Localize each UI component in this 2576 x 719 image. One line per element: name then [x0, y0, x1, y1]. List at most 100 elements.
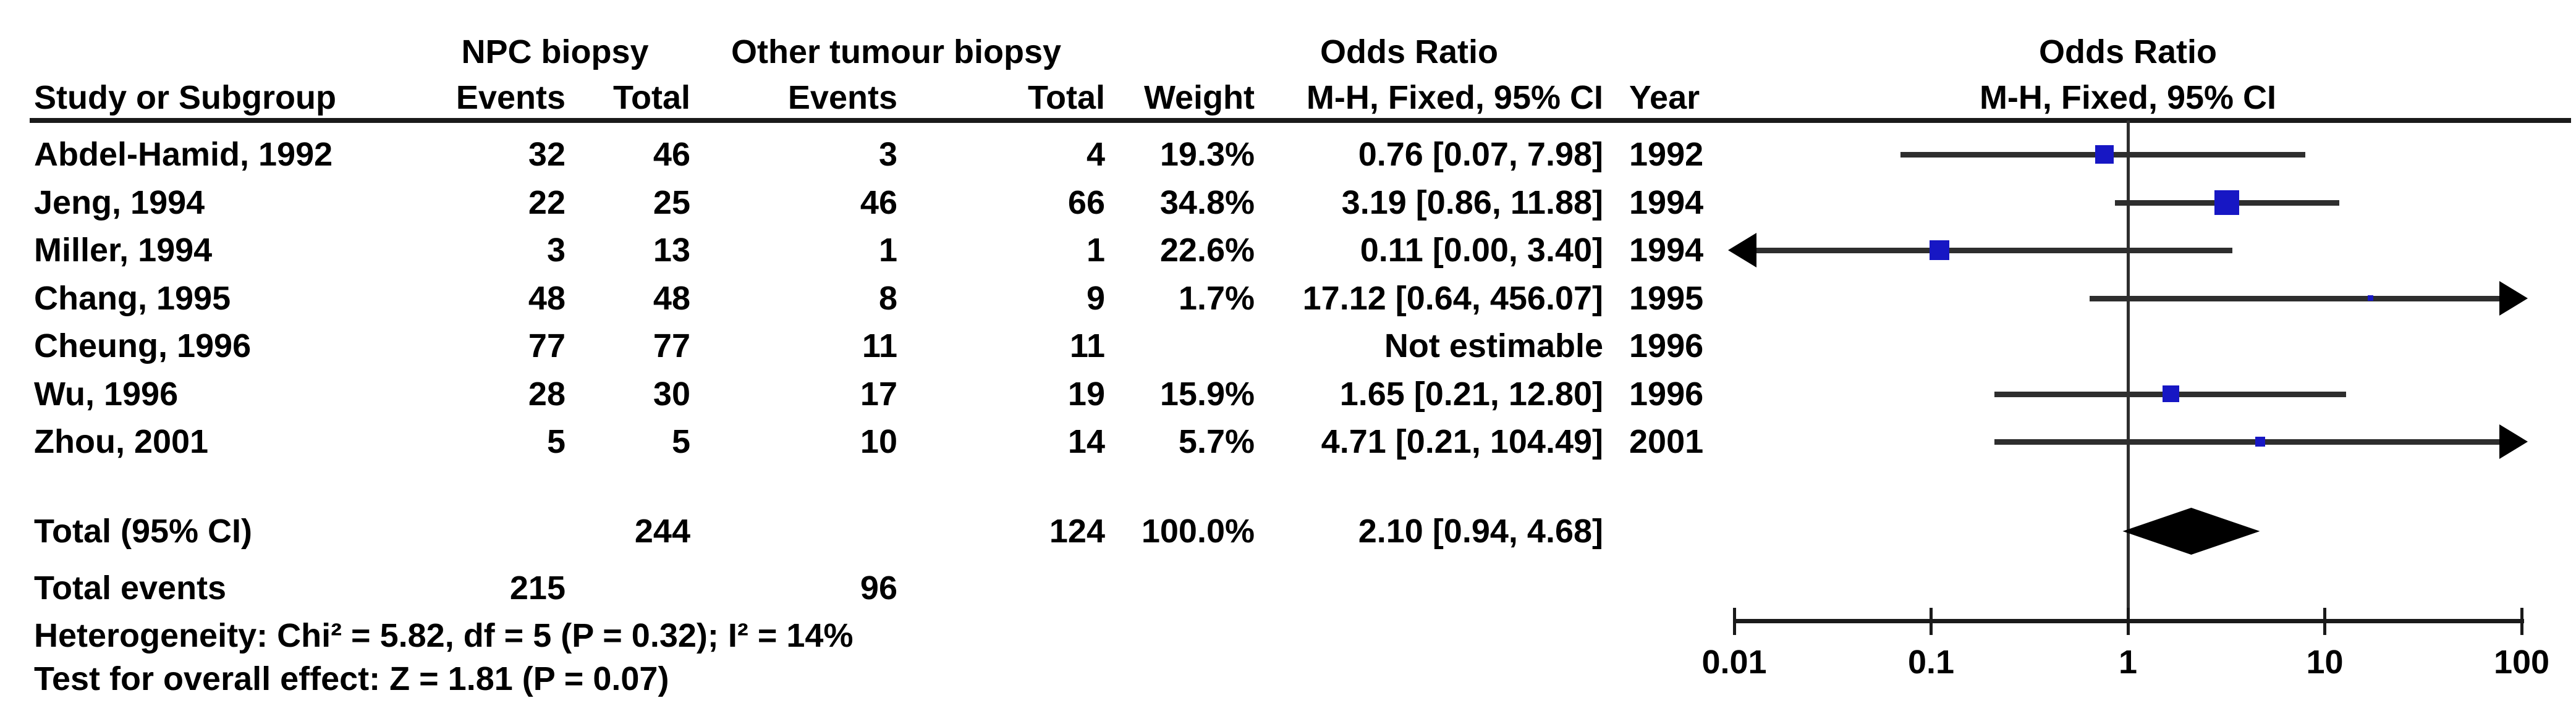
axis-tick-label: 0.1	[1907, 644, 1955, 681]
or-marker	[1929, 240, 1949, 260]
cell-weight: 34.8%	[1159, 183, 1255, 221]
cell-year: 1996	[1629, 375, 1704, 413]
axis-tick	[1732, 608, 1736, 635]
pooled-total-label: Total (95% CI)	[34, 513, 253, 550]
cell-year: 1995	[1629, 279, 1704, 317]
cell-npc-total: 46	[653, 136, 690, 173]
cell-ci-text: 0.76 [0.07, 7.98]	[1358, 136, 1603, 173]
cell-other-events: 11	[862, 327, 897, 364]
or-marker	[2162, 385, 2179, 402]
cell-weight: 15.9%	[1159, 375, 1255, 413]
study-column-header: Study or Subgroup	[34, 79, 336, 116]
axis-tick-label: 0.01	[1701, 644, 1767, 681]
cell-npc-events: 5	[546, 423, 566, 460]
cell-weight: 19.3%	[1159, 136, 1255, 173]
cell-npc-events: 32	[528, 136, 566, 173]
cell-other-total: 14	[1067, 423, 1105, 460]
cell-study: Abdel-Hamid, 1992	[34, 136, 333, 173]
cell-npc-total: 13	[653, 232, 690, 269]
axis-tick-label: 10	[2306, 644, 2344, 681]
pooled-diamond	[2122, 508, 2260, 555]
cell-npc-events: 48	[528, 279, 566, 317]
axis-tick	[2126, 608, 2130, 635]
cell-other-total: 19	[1067, 375, 1105, 413]
cell-other-total: 9	[1086, 279, 1105, 317]
ci-line	[1994, 439, 2499, 445]
cell-year: 1994	[1629, 183, 1704, 221]
cell-weight: 22.6%	[1159, 232, 1255, 269]
or-method-subheader-right: M-H, Fixed, 95% CI	[1979, 79, 2277, 116]
null-effect-line	[2127, 120, 2130, 623]
cell-other-events: 3	[878, 136, 897, 173]
events-column-header-other: Events	[787, 79, 897, 116]
cell-year: 2001	[1629, 423, 1704, 460]
heterogeneity-note: Heterogeneity: Chi² = 5.82, df = 5 (P = …	[34, 617, 854, 654]
cell-other-total: 11	[1069, 327, 1105, 364]
arrowhead-right	[2499, 280, 2528, 316]
year-column-header: Year	[1629, 79, 1700, 116]
cell-other-events: 17	[860, 375, 897, 413]
other-biopsy-group-header: Other tumour biopsy	[731, 33, 1062, 70]
axis-tick-label: 100	[2493, 644, 2550, 681]
or-marker	[2214, 190, 2240, 215]
or-marker	[2095, 145, 2114, 164]
npc-biopsy-group-header: NPC biopsy	[461, 33, 649, 70]
arrowhead-left	[1728, 233, 1756, 267]
axis-tick	[1930, 608, 1933, 635]
or-marker	[2368, 295, 2374, 301]
cell-npc-total: 25	[653, 183, 690, 221]
cell-study: Jeng, 1994	[34, 183, 205, 221]
cell-npc-total: 30	[653, 375, 690, 413]
cell-year: 1996	[1629, 327, 1704, 364]
cell-ci-text: 3.19 [0.86, 11.88]	[1341, 183, 1603, 221]
or-method-subheader-left: M-H, Fixed, 95% CI	[1306, 79, 1603, 116]
cell-study: Zhou, 2001	[34, 423, 209, 460]
cell-npc-events: 28	[528, 375, 566, 413]
axis-tick	[2520, 608, 2523, 635]
pooled-npc-total: 244	[634, 513, 690, 550]
axis-tick	[2323, 608, 2326, 635]
cell-other-events: 46	[860, 183, 897, 221]
cell-year: 1992	[1629, 136, 1704, 173]
cell-ci-text: Not estimable	[1384, 327, 1603, 364]
odds-ratio-header-left: Odds Ratio	[1320, 33, 1499, 70]
total-events-other: 96	[860, 570, 897, 607]
cell-ci-text: 0.11 [0.00, 3.40]	[1360, 232, 1603, 269]
total-events-label: Total events	[34, 570, 227, 607]
overall-effect-note: Test for overall effect: Z = 1.81 (P = 0…	[34, 660, 669, 697]
cell-ci-text: 1.65 [0.21, 12.80]	[1339, 375, 1603, 413]
cell-npc-events: 3	[546, 232, 566, 269]
cell-other-total: 4	[1086, 136, 1105, 173]
cell-npc-events: 22	[528, 183, 566, 221]
pooled-weight: 100.0%	[1141, 513, 1255, 550]
cell-study: Miller, 1994	[34, 232, 213, 269]
cell-study: Wu, 1996	[34, 375, 179, 413]
pooled-ci-text: 2.10 [0.94, 4.68]	[1358, 513, 1603, 550]
cell-other-events: 8	[878, 279, 897, 317]
arrowhead-right	[2499, 424, 2528, 459]
header-rule	[30, 118, 2571, 123]
weight-column-header: Weight	[1144, 79, 1255, 116]
cell-npc-total: 5	[671, 423, 690, 460]
cell-other-events: 1	[878, 232, 897, 269]
cell-other-events: 10	[860, 423, 897, 460]
axis-tick-label: 1	[2118, 644, 2138, 681]
cell-ci-text: 4.71 [0.21, 104.49]	[1321, 423, 1603, 460]
total-events-npc: 215	[509, 570, 566, 607]
events-column-header-npc: Events	[455, 79, 566, 116]
cell-weight: 1.7%	[1178, 279, 1255, 317]
total-column-header-other: Total	[1028, 79, 1105, 116]
cell-year: 1994	[1629, 232, 1704, 269]
odds-ratio-header-right: Odds Ratio	[2038, 33, 2218, 70]
cell-npc-total: 48	[653, 279, 690, 317]
cell-weight: 5.7%	[1178, 423, 1255, 460]
cell-study: Chang, 1995	[34, 279, 231, 317]
ci-line	[1756, 248, 2233, 253]
cell-npc-total: 77	[653, 327, 690, 364]
cell-study: Cheung, 1996	[34, 327, 252, 364]
cell-other-total: 1	[1086, 232, 1105, 269]
cell-other-total: 66	[1067, 183, 1105, 221]
ci-line	[2090, 295, 2499, 301]
cell-npc-events: 77	[528, 327, 566, 364]
